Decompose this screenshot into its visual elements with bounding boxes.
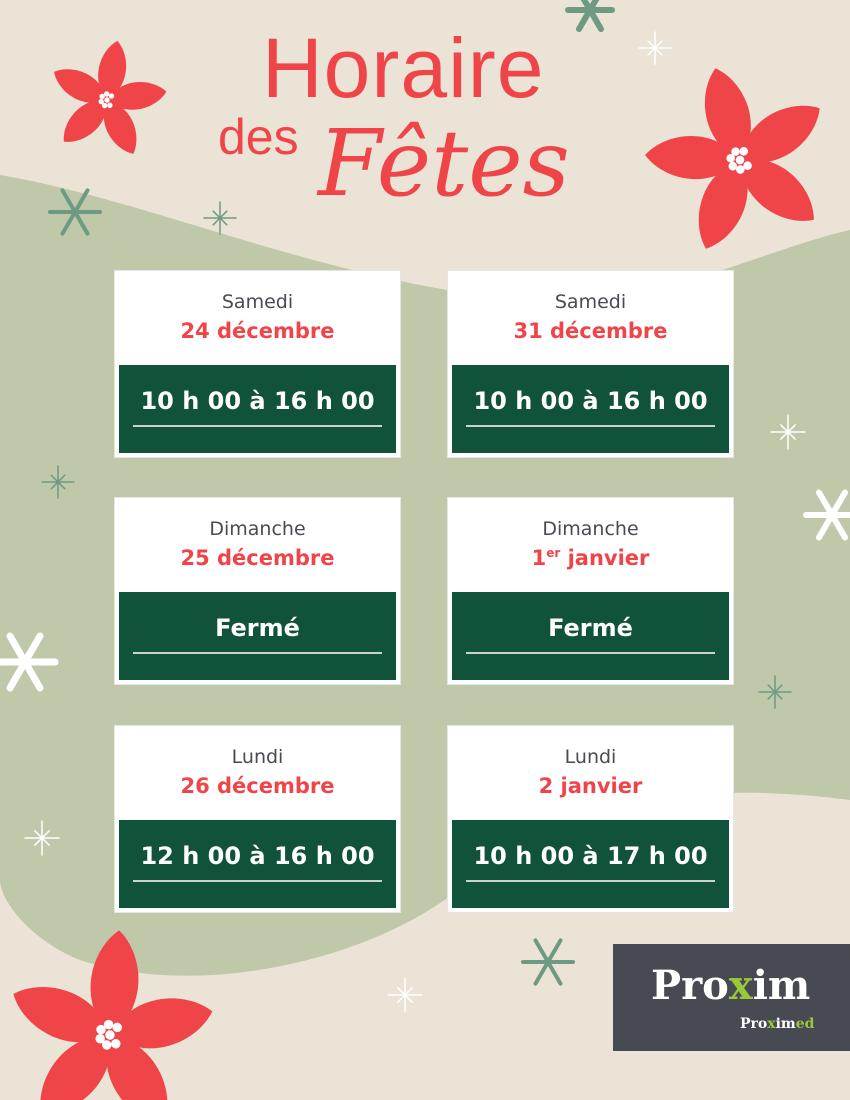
date: 2 janvier	[538, 774, 643, 798]
day: Lundi	[231, 746, 284, 768]
hours-box: 10 h 00 à 16 h 00	[119, 365, 396, 453]
divider	[133, 652, 382, 654]
divider	[133, 425, 382, 427]
hours: 12 h 00 à 16 h 00	[140, 842, 375, 870]
poinsettia-icon	[645, 68, 820, 249]
schedule-card: Samedi 31 décembre 10 h 00 à 16 h 00	[448, 271, 733, 457]
hours: 10 h 00 à 16 h 00	[473, 387, 708, 415]
day: Dimanche	[209, 518, 306, 540]
sparkle-icon	[387, 977, 423, 1013]
hours: Fermé	[548, 614, 633, 642]
sparkle-icon	[41, 465, 75, 499]
date: 31 décembre	[513, 319, 668, 343]
schedule-card: Lundi 2 janvier 10 h 00 à 17 h 00	[448, 726, 733, 912]
title-horaire: Horaire	[262, 21, 545, 115]
date: 25 décembre	[180, 546, 335, 570]
snowflake-icon	[565, 0, 615, 33]
day: Dimanche	[542, 518, 639, 540]
hours: Fermé	[215, 614, 300, 642]
schedule-card: Samedi 24 décembre 10 h 00 à 16 h 00	[115, 271, 400, 457]
snowflake-icon	[48, 188, 102, 236]
snowflake-icon	[803, 489, 850, 541]
hours-box: 10 h 00 à 16 h 00	[452, 365, 729, 453]
sparkle-icon	[203, 201, 237, 235]
hours-box: 12 h 00 à 16 h 00	[119, 820, 396, 908]
divider	[466, 652, 715, 654]
snowflake-icon	[521, 938, 575, 986]
logo-proximed: Proximed	[740, 1016, 815, 1032]
sparkle-icon	[758, 675, 792, 709]
sparkle-icon	[638, 31, 672, 65]
hours-box: Fermé	[452, 592, 729, 680]
date: 24 décembre	[180, 319, 335, 343]
day: Lundi	[564, 746, 617, 768]
day: Samedi	[554, 291, 627, 313]
snowflake-icon	[0, 632, 59, 692]
schedule-card: Dimanche 1er janvier Fermé	[448, 498, 733, 684]
sparkle-icon	[770, 414, 806, 450]
hours: 10 h 00 à 16 h 00	[140, 387, 375, 415]
title-des: des	[218, 109, 299, 165]
schedule-card: Lundi 26 décembre 12 h 00 à 16 h 00	[115, 726, 400, 912]
date: 26 décembre	[180, 774, 335, 798]
day: Samedi	[221, 291, 294, 313]
proxim-logo: Proxim Proximed	[613, 944, 850, 1051]
logo-proxim: Proxim	[651, 962, 811, 1009]
sparkle-icon	[24, 820, 60, 856]
divider	[466, 880, 715, 882]
hours: 10 h 00 à 17 h 00	[473, 842, 708, 870]
poinsettia-icon	[54, 40, 167, 154]
title-fetes: Fêtes	[318, 110, 570, 217]
date: 1er janvier	[531, 546, 650, 570]
divider	[133, 880, 382, 882]
hours-box: Fermé	[119, 592, 396, 680]
hours-box: 10 h 00 à 17 h 00	[452, 820, 729, 908]
divider	[466, 425, 715, 427]
poinsettia-icon	[13, 930, 213, 1100]
schedule-card: Dimanche 25 décembre Fermé	[115, 498, 400, 684]
